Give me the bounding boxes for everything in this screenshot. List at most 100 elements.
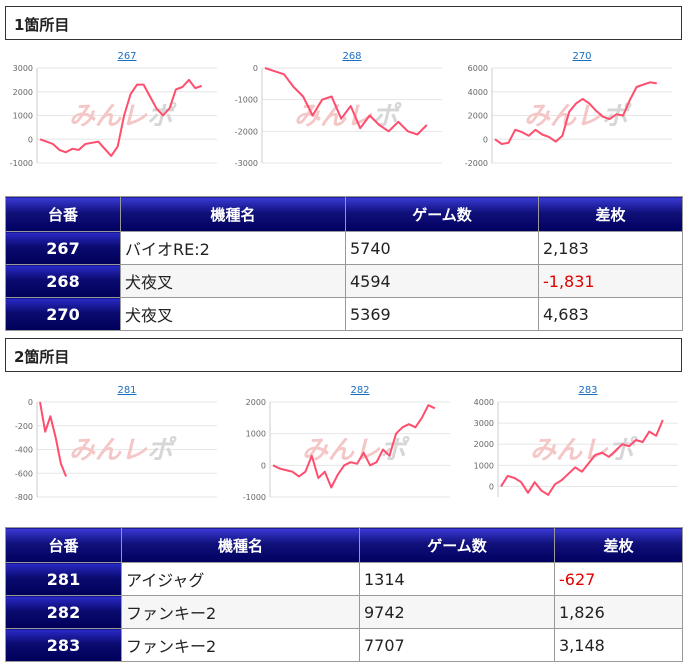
machine-no[interactable]: 267 — [5, 231, 121, 265]
chart-svg: 267 3000 2000 1000 0 -1000 みんレポ — [10, 51, 217, 168]
watermark-logo: みんレポ — [524, 102, 632, 132]
y-tick-label: 0 — [483, 135, 488, 144]
y-tick-label: 0 — [28, 135, 33, 144]
table-row: 282 ファンキー2 9742 1,826 — [5, 595, 683, 629]
y-tick-label: 0 — [28, 398, 33, 407]
y-tick-label: 0 — [261, 461, 266, 470]
table-row: 281 アイジャグ 1314 -627 — [5, 562, 683, 596]
machine-no[interactable]: 281 — [5, 562, 122, 596]
table-row: 268 犬夜叉 4594 -1,831 — [5, 264, 683, 298]
table-row: 270 犬夜叉 5369 4,683 — [5, 297, 683, 331]
header-machine-no: 台番 — [5, 196, 121, 232]
data-table-1: 台番 機種名 ゲーム数 差枚 267 バイオRE:2 5740 2,183 26… — [5, 196, 683, 331]
y-tick-label: 4000 — [468, 88, 488, 97]
y-tick-label: 6000 — [468, 64, 488, 73]
header-diff: 差枚 — [538, 196, 683, 232]
y-tick-label: -200 — [15, 422, 33, 431]
section-title: 1箇所目 — [14, 16, 70, 34]
section-header-2: 2箇所目 — [5, 338, 682, 372]
machine-name: バイオRE:2 — [120, 231, 346, 265]
header-machine-name: 機種名 — [120, 196, 346, 232]
header-machine-no: 台番 — [5, 527, 122, 563]
y-tick-label: 1000 — [13, 112, 33, 121]
watermark-logo: みんレポ — [69, 102, 177, 132]
y-tick-label: -600 — [15, 469, 33, 478]
games: 5740 — [345, 231, 539, 265]
series-line — [264, 67, 428, 136]
chart-282[interactable]: 282 2000 1000 0 -1000 みんレポ — [238, 382, 456, 502]
machine-no[interactable]: 282 — [5, 595, 122, 629]
y-tick-label: 3000 — [13, 64, 33, 73]
machine-no[interactable]: 268 — [5, 264, 121, 298]
chart-title-link[interactable]: 281 — [117, 385, 136, 396]
diff: 3,148 — [554, 628, 683, 662]
machine-name: 犬夜叉 — [120, 264, 346, 298]
watermark-logo: みんレポ — [530, 436, 638, 466]
diff: 1,826 — [554, 595, 683, 629]
diff: -1,831 — [538, 264, 683, 298]
machine-name: ファンキー2 — [121, 628, 360, 662]
chart-title-link[interactable]: 283 — [578, 385, 597, 396]
series-line — [272, 404, 436, 489]
series-line — [39, 401, 68, 477]
y-tick-label: 1000 — [246, 430, 266, 439]
y-tick-label: -400 — [15, 446, 33, 455]
y-tick-label: -2000 — [235, 127, 258, 136]
watermark-logo: みんレポ — [294, 102, 402, 132]
series-line — [500, 419, 664, 496]
section-header-1: 1箇所目 — [5, 6, 682, 40]
machine-name: ファンキー2 — [121, 595, 360, 629]
y-tick-label: -1000 — [10, 159, 33, 168]
y-tick-label: -2000 — [465, 159, 488, 168]
series-line — [39, 78, 203, 157]
diff: 4,683 — [538, 297, 683, 331]
chart-267[interactable]: 267 3000 2000 1000 0 -1000 みんレポ — [5, 48, 223, 168]
table-row: 283 ファンキー2 7707 3,148 — [5, 628, 683, 662]
y-tick-label: 2000 — [246, 398, 266, 407]
section-title: 2箇所目 — [14, 348, 70, 366]
diff: -627 — [554, 562, 683, 596]
y-tick-label: -1000 — [235, 96, 258, 105]
header-diff: 差枚 — [554, 527, 683, 563]
chart-281[interactable]: 281 0 -200 -400 -600 -800 みんレポ — [5, 382, 223, 502]
header-games: ゲーム数 — [359, 527, 555, 563]
y-tick-label: 2000 — [468, 112, 488, 121]
machine-name: 犬夜叉 — [120, 297, 346, 331]
y-tick-label: 2000 — [13, 88, 33, 97]
y-tick-label: 0 — [253, 64, 258, 73]
data-table-2: 台番 機種名 ゲーム数 差枚 281 アイジャグ 1314 -627 282 フ… — [5, 527, 683, 662]
y-tick-label: -3000 — [235, 159, 258, 168]
games: 9742 — [359, 595, 555, 629]
games: 7707 — [359, 628, 555, 662]
y-tick-label: 4000 — [474, 398, 494, 407]
chart-title-link[interactable]: 282 — [350, 385, 369, 396]
diff: 2,183 — [538, 231, 683, 265]
chart-svg: 270 6000 4000 2000 0 -2000 みんレポ — [465, 51, 672, 168]
games: 5369 — [345, 297, 539, 331]
machine-name: アイジャグ — [121, 562, 360, 596]
y-tick-label: -1000 — [243, 493, 266, 502]
chart-svg: 268 0 -1000 -2000 -3000 みんレポ — [235, 51, 442, 168]
table-row: 267 バイオRE:2 5740 2,183 — [5, 231, 683, 265]
games: 4594 — [345, 264, 539, 298]
chart-svg: 283 4000 3000 2000 1000 0 みんレポ — [474, 385, 678, 497]
y-tick-label: 0 — [489, 482, 494, 491]
header-games: ゲーム数 — [345, 196, 539, 232]
y-tick-label: 3000 — [474, 419, 494, 428]
chart-svg: 281 0 -200 -400 -600 -800 みんレポ — [15, 385, 217, 502]
chart-270[interactable]: 270 6000 4000 2000 0 -2000 みんレポ — [460, 48, 678, 168]
chart-283[interactable]: 283 4000 3000 2000 1000 0 みんレポ — [466, 382, 684, 502]
header-machine-name: 機種名 — [121, 527, 360, 563]
chart-title-link[interactable]: 267 — [117, 51, 136, 62]
chart-title-link[interactable]: 268 — [342, 51, 361, 62]
machine-no[interactable]: 270 — [5, 297, 121, 331]
machine-no[interactable]: 283 — [5, 628, 122, 662]
watermark-logo: みんレポ — [69, 436, 177, 466]
chart-title-link[interactable]: 270 — [572, 51, 591, 62]
y-tick-label: 1000 — [474, 461, 494, 470]
y-tick-label: 2000 — [474, 440, 494, 449]
games: 1314 — [359, 562, 555, 596]
chart-268[interactable]: 268 0 -1000 -2000 -3000 みんレポ — [230, 48, 448, 168]
series-line — [494, 81, 657, 145]
